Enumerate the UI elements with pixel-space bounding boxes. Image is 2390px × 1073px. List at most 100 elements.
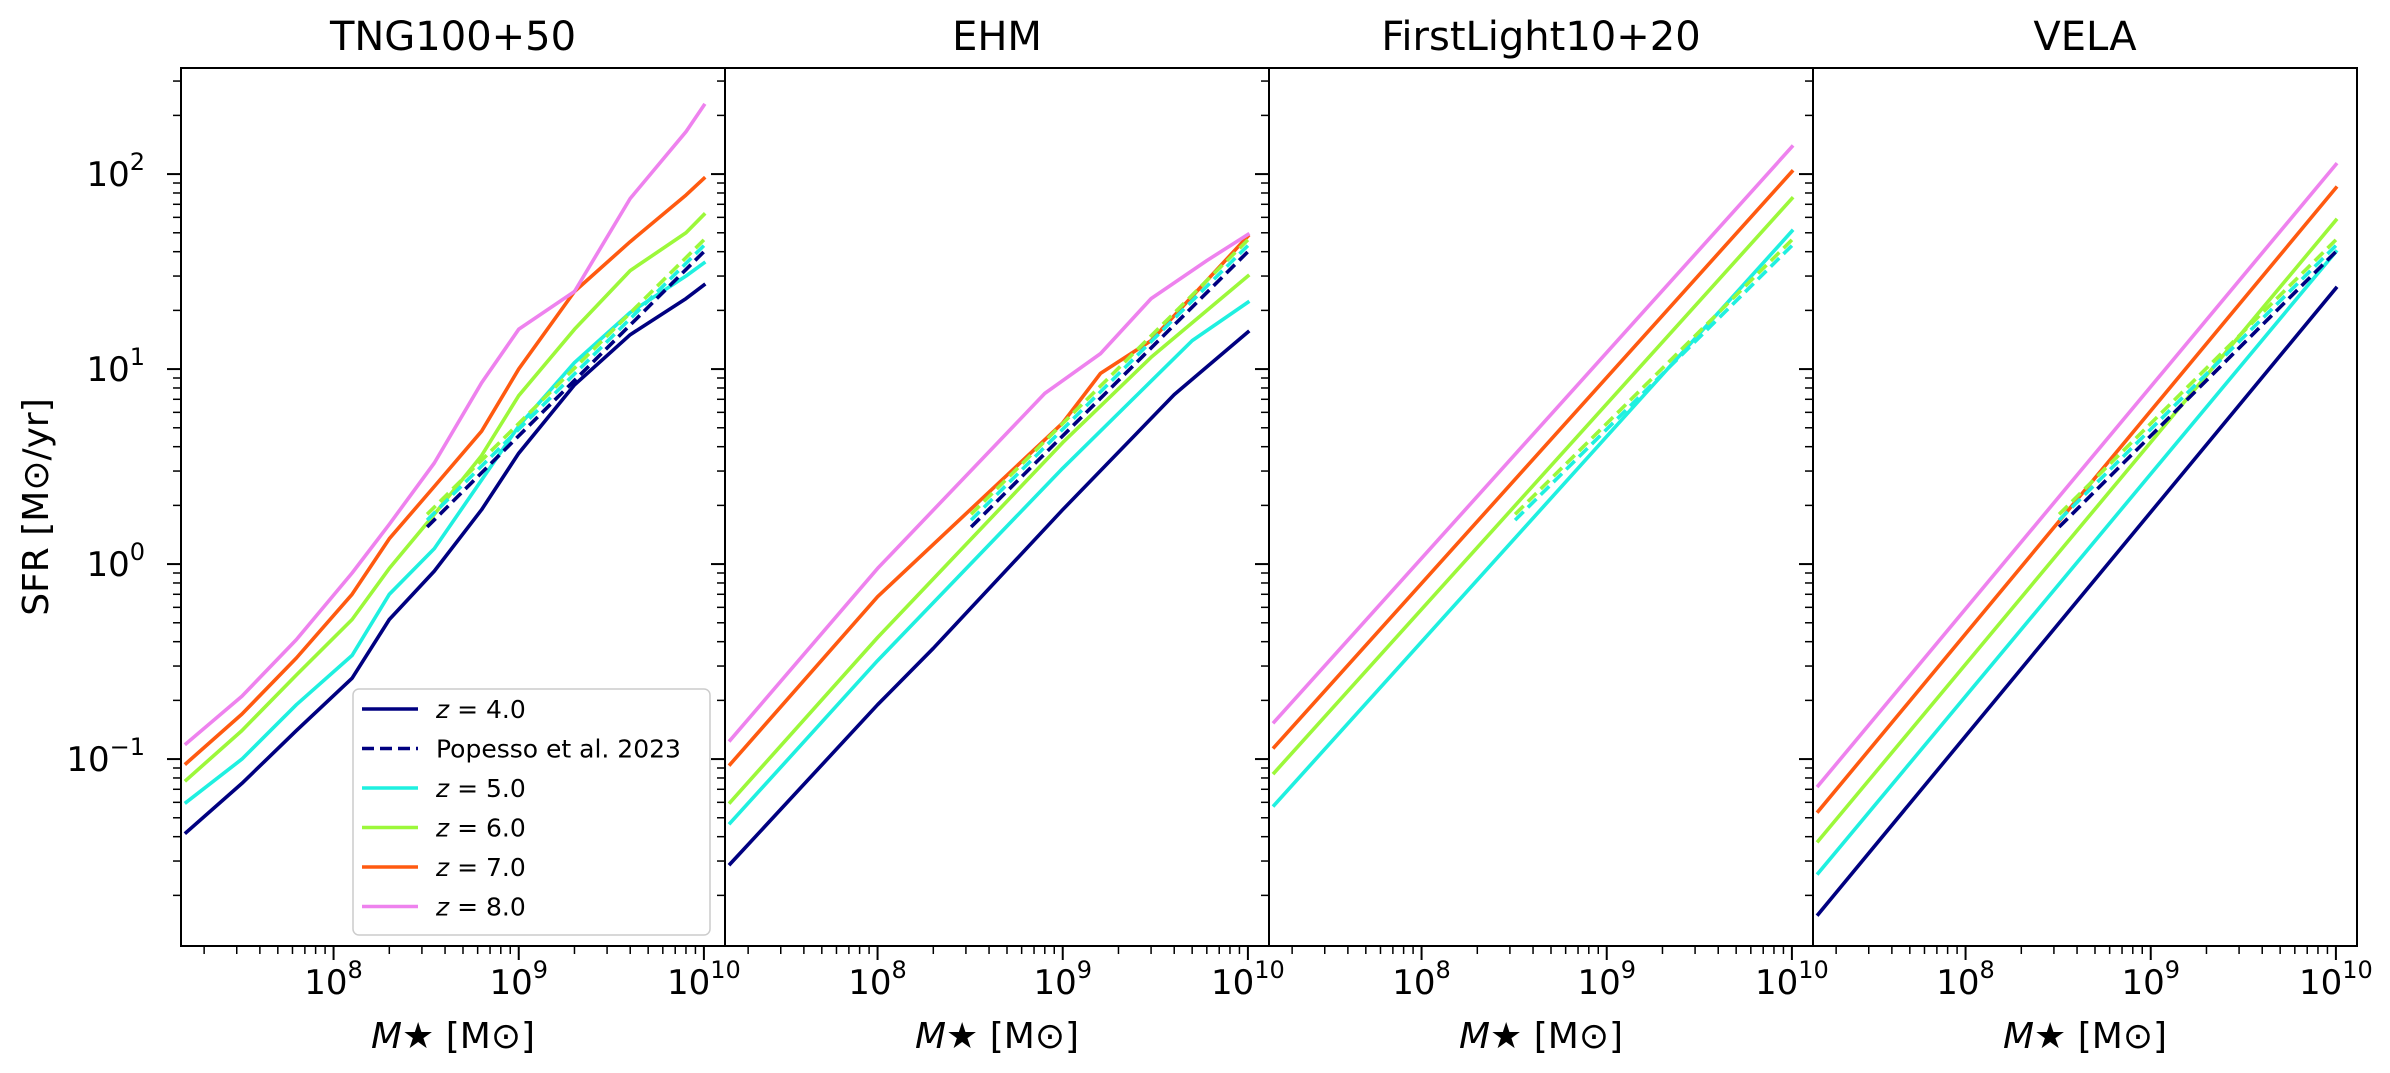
x-label-unit: [M⊙] [978,1016,1079,1057]
panel-title: EHM [952,14,1042,60]
tick-exponent: 10 [1254,956,1285,984]
x-tick-label: 109 [489,956,548,1003]
x-ticks: 108 109 1010 [203,946,741,1003]
y-ticks [1255,80,1269,897]
panel-series-group [1815,161,2339,917]
panel-title: VELA [2033,14,2137,60]
legend-box [352,688,711,936]
series-line [425,238,706,516]
panel-title: FirstLight10+20 [1381,14,1700,60]
series-line [425,244,706,522]
legend-value: = 7.0 [449,853,526,882]
x-label-unit: [M⊙] [434,1016,535,1057]
tick-base: 10 [86,155,129,195]
series-line [1815,285,2339,917]
y-ticks [711,80,725,897]
panel-series-group [727,232,1251,867]
series-line [183,102,707,747]
legend-entry: Popesso et al. 2023 [436,735,681,764]
legend-entry: z = 5.0 [435,774,526,803]
series-line [1271,228,1795,808]
series-line [2057,250,2338,529]
x-label-variable: M★ [915,1016,978,1057]
tick-base: 10 [1577,963,1620,1003]
series-line [1513,238,1794,516]
x-ticks: 108 109 1010 [1835,946,2373,1003]
panel-frame [1812,67,2358,947]
legend-value: = 8.0 [449,893,526,922]
legend-value: = 4.0 [449,695,526,724]
series-line [969,244,1250,522]
legend-variable: z [435,814,450,843]
series-line [1271,144,1795,725]
x-label-variable: M★ [2003,1016,2066,1057]
y-ticks [1799,80,1813,897]
tick-base: 10 [1033,963,1076,1003]
series-line [1815,249,2339,876]
series-line [1815,185,2339,814]
series-line [1271,169,1795,750]
legend-entry: z = 6.0 [435,814,526,843]
tick-exponent: 8 [892,956,907,984]
x-tick-label: 108 [848,956,907,1003]
tick-base: 10 [2121,963,2164,1003]
tick-base: 10 [489,963,532,1003]
tick-exponent: 8 [1980,956,1995,984]
series-line [1271,195,1795,776]
tick-base: 10 [667,963,710,1003]
tick-exponent: 2 [130,148,145,176]
series-line [2057,244,2338,522]
x-axis-label: M★ [M⊙] [915,1016,1079,1057]
series-line [183,282,707,836]
x-ticks: 108 109 1010 [747,946,1285,1003]
tick-exponent: 9 [533,956,548,984]
series-line [727,299,1251,826]
legend-variable: z [435,774,450,803]
series-line [1815,217,2339,844]
legend-variable: z [435,695,450,724]
tick-exponent: 8 [1436,956,1451,984]
series-line [969,238,1250,516]
y-tick-label: 10−1 [66,733,145,780]
x-tick-label: 109 [1033,956,1092,1003]
series-line [727,329,1251,867]
legend-entry: z = 4.0 [435,695,526,724]
tick-exponent: −1 [110,733,145,761]
x-label-unit: [M⊙] [1522,1016,1623,1057]
x-axis-label: M★ [M⊙] [1459,1016,1623,1057]
tick-exponent: 8 [348,956,363,984]
tick-base: 10 [86,350,129,390]
x-label-variable: M★ [1459,1016,1522,1057]
panel-frame [724,67,1270,947]
tick-base: 10 [1936,963,1979,1003]
series-line [1815,161,2339,789]
y-tick-label: 102 [86,148,145,195]
series-line [727,273,1251,805]
x-tick-label: 108 [1392,956,1451,1003]
y-tick-label: 101 [86,343,145,390]
x-tick-label: 1010 [667,956,741,1003]
x-ticks: 108 109 1010 [1291,946,1829,1003]
tick-base: 10 [848,963,891,1003]
tick-exponent: 9 [1077,956,1092,984]
panel-series-group [1271,144,1795,808]
x-tick-label: 1010 [1211,956,1285,1003]
legend-value: = 6.0 [449,814,526,843]
y-tick-label: 100 [86,538,145,585]
y-label-unit: [M⊙/yr] [16,398,57,536]
legend-value: = 5.0 [449,774,526,803]
series-line [727,232,1251,743]
series-line [183,175,707,766]
x-label-variable: M★ [371,1016,434,1057]
legend-variable: z [435,853,450,882]
y-label-text: SFR [16,536,57,616]
legend-entry: z = 7.0 [435,853,526,882]
x-tick-label: 109 [2121,956,2180,1003]
x-tick-label: 1010 [2299,956,2373,1003]
